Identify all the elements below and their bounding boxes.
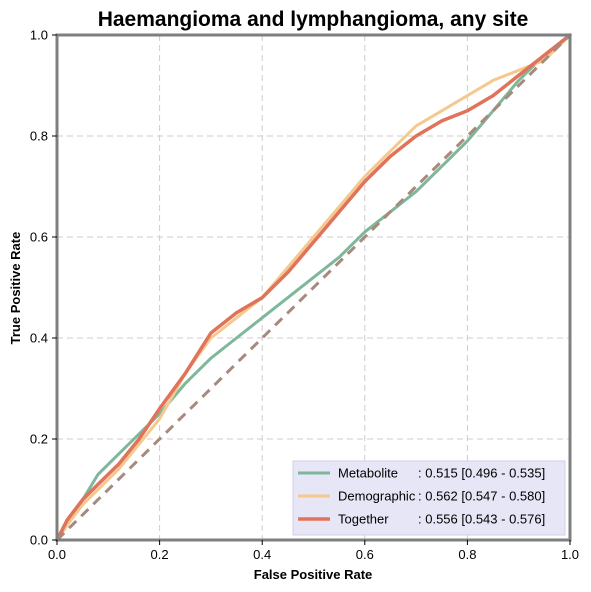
series-line-demographic: [55, 33, 572, 542]
legend-stat-demographic: : 0.562 [0.547 - 0.580]: [418, 489, 545, 504]
x-tick-label: 0.2: [151, 547, 169, 562]
x-tick-label: 0.4: [253, 547, 271, 562]
legend-stat-metabolite: : 0.515 [0.496 - 0.535]: [418, 466, 545, 481]
y-tick-label: 0.6: [30, 230, 48, 245]
legend-box: [292, 460, 566, 536]
plot-frame: [55, 33, 572, 542]
tick-labels: 0.0 0.2 0.4 0.6 0.8 1.0 0.0 0.2 0.4 0.6 0.8 1.0: [30, 28, 579, 563]
legend: Metabolite : 0.515 [0.496 - 0.535]Demogra…: [292, 460, 566, 536]
x-tick-label: 0.8: [458, 547, 476, 562]
y-tick-label: 0.4: [30, 331, 48, 346]
series-line-metabolite: [55, 33, 572, 542]
y-axis-title: True Positive Rate: [8, 232, 23, 345]
reference-diagonal-line: [55, 33, 572, 542]
legend-label-together: Together: [338, 512, 389, 527]
legend-label-demographic: Demographic: [338, 489, 416, 504]
y-tick-label: 0.2: [30, 432, 48, 447]
plot-area: [55, 33, 572, 542]
y-tick-label: 0.8: [30, 129, 48, 144]
x-axis-title: False Positive Rate: [254, 567, 373, 582]
chart-title: Haemangioma and lymphangioma, any site: [98, 8, 529, 31]
legend-label-metabolite: Metabolite: [338, 466, 398, 481]
series-line-together: [55, 33, 572, 542]
x-tick-label: 0.6: [356, 547, 374, 562]
legend-stat-together: : 0.556 [0.543 - 0.576]: [418, 512, 545, 527]
x-tick-label: 1.0: [561, 547, 579, 562]
y-tick-label: 1.0: [30, 28, 48, 43]
x-tick-label: 0.0: [48, 547, 66, 562]
y-tick-label: 0.0: [30, 533, 48, 548]
